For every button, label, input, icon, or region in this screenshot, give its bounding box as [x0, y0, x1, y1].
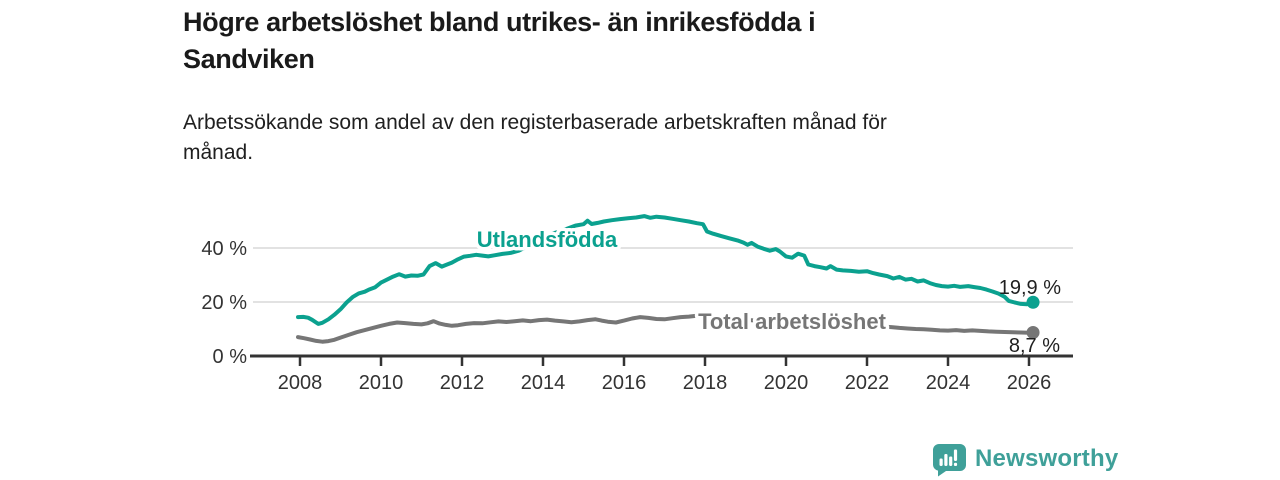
end-point-dot — [1026, 326, 1040, 340]
x-tick-label: 2016 — [602, 372, 647, 394]
series-label-total: Total arbetslöshet — [698, 309, 887, 334]
chart-subtitle-line-1: Arbetssökande som andel av den registerb… — [183, 111, 887, 134]
newsworthy-logo: Newsworthy — [930, 441, 1118, 477]
chart-title-line-1: Högre arbetslöshet bland utrikes- än inr… — [183, 7, 816, 37]
x-tick-label: 2008 — [278, 372, 323, 394]
series-line-total — [296, 313, 1035, 344]
end-value-label: 19,9 % — [999, 277, 1061, 299]
bar-chart-speech-bubble-icon — [933, 444, 966, 477]
y-tick-label: 20 % — [201, 292, 247, 314]
end-point-dot — [1026, 295, 1040, 309]
x-tick-label: 2014 — [521, 372, 566, 394]
chart-title-line-2: Sandviken — [183, 44, 315, 74]
x-tick-label: 2026 — [1007, 372, 1052, 394]
x-tick-label: 2010 — [359, 372, 404, 394]
series-label-utlandsfodda: Utlandsfödda — [477, 227, 618, 252]
x-tick-label: 2018 — [683, 372, 728, 394]
y-tick-label: 0 % — [213, 346, 248, 368]
x-tick-label: 2020 — [764, 372, 809, 394]
chart-subtitle: Arbetssökande som andel av den registerb… — [183, 108, 1043, 168]
x-tick-label: 2012 — [440, 372, 485, 394]
newsworthy-logo-text: Newsworthy — [975, 445, 1119, 472]
chart-subtitle-line-2: månad. — [183, 141, 254, 164]
x-tick-label: 2022 — [845, 372, 890, 394]
x-tick-label: 2024 — [926, 372, 971, 394]
end-value-label: 8,7 % — [1009, 335, 1060, 357]
y-tick-label: 40 % — [201, 238, 247, 260]
series-line-utlandsfodda — [296, 214, 1035, 326]
chart-title: Högre arbetslöshet bland utrikes- än inr… — [183, 4, 1003, 78]
bar-chart-bars — [939, 449, 958, 466]
